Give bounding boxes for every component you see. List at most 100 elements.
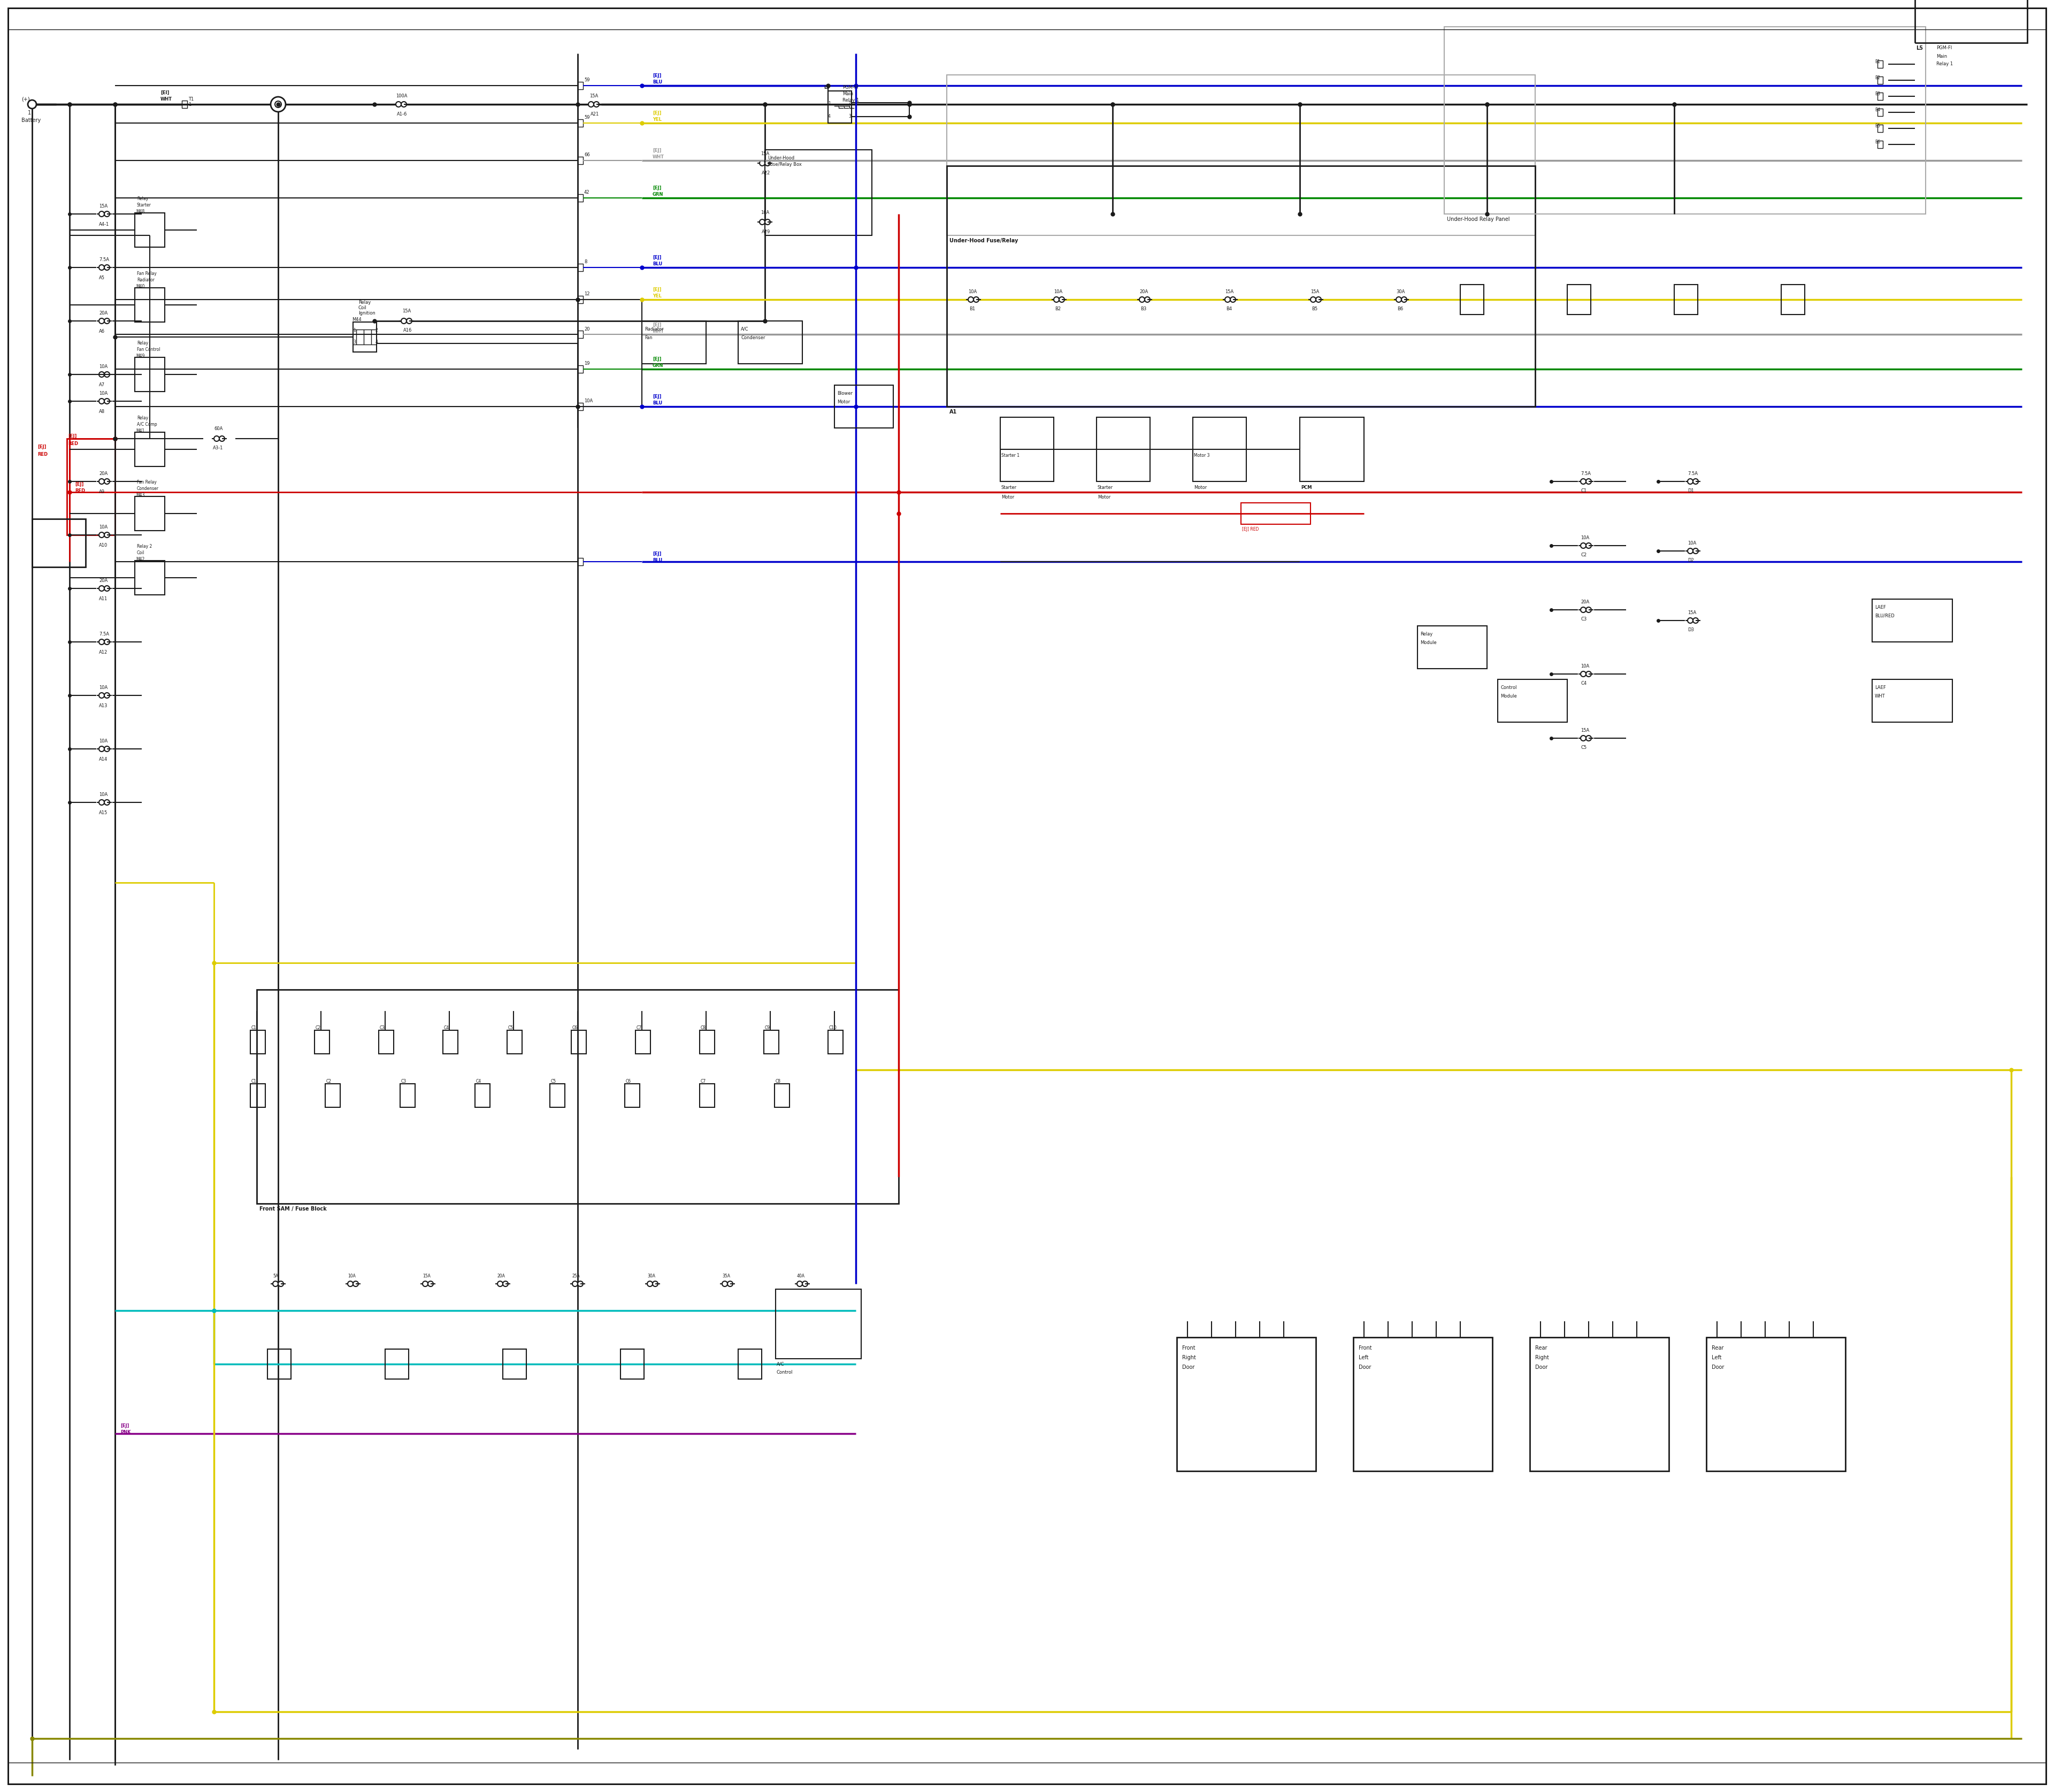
Circle shape bbox=[353, 1281, 357, 1287]
Circle shape bbox=[764, 161, 770, 167]
Text: 15A: 15A bbox=[423, 1274, 431, 1279]
Text: C3: C3 bbox=[380, 1025, 386, 1030]
Text: BLU: BLU bbox=[653, 262, 661, 267]
Text: Module: Module bbox=[1499, 694, 1516, 699]
Bar bbox=[737, 1349, 762, 1380]
Bar bbox=[776, 1288, 861, 1358]
Text: A/C Comp: A/C Comp bbox=[138, 423, 156, 426]
Text: 42: 42 bbox=[583, 190, 589, 195]
Text: Radiator: Radiator bbox=[138, 278, 154, 283]
Text: C4: C4 bbox=[1582, 681, 1586, 686]
Text: Starter: Starter bbox=[138, 202, 152, 208]
Circle shape bbox=[99, 211, 105, 217]
Circle shape bbox=[1586, 478, 1592, 484]
Text: GRN: GRN bbox=[653, 192, 663, 197]
Circle shape bbox=[396, 102, 401, 108]
Circle shape bbox=[1060, 297, 1064, 303]
Text: Coil: Coil bbox=[138, 550, 144, 556]
Text: Fan Relay: Fan Relay bbox=[138, 271, 156, 276]
Bar bbox=[136, 561, 164, 595]
Text: B6: B6 bbox=[1875, 140, 1879, 143]
Bar bbox=[1567, 285, 1590, 315]
Bar bbox=[737, 321, 803, 364]
Text: A8: A8 bbox=[99, 410, 105, 414]
Text: A3-1: A3-1 bbox=[214, 446, 224, 450]
Text: C8: C8 bbox=[700, 1025, 707, 1030]
Text: L5: L5 bbox=[824, 86, 830, 90]
Text: M44: M44 bbox=[351, 317, 362, 323]
Circle shape bbox=[647, 1281, 653, 1287]
Text: M48: M48 bbox=[136, 210, 144, 215]
Text: C1: C1 bbox=[251, 1025, 257, 1030]
Bar bbox=[577, 120, 583, 127]
Text: [EI]: [EI] bbox=[160, 90, 168, 95]
Text: 10A: 10A bbox=[760, 210, 770, 215]
Text: A/C: A/C bbox=[741, 326, 748, 332]
Text: [EJ]: [EJ] bbox=[653, 186, 661, 190]
Bar bbox=[1707, 1337, 1844, 1471]
Bar bbox=[764, 151, 871, 235]
Circle shape bbox=[99, 640, 105, 645]
Text: 100A: 100A bbox=[396, 93, 407, 99]
Circle shape bbox=[99, 398, 105, 403]
Bar bbox=[550, 1084, 565, 1107]
Bar bbox=[828, 91, 852, 124]
Circle shape bbox=[1401, 297, 1407, 303]
Text: 10A: 10A bbox=[99, 738, 107, 744]
Text: WHT: WHT bbox=[1875, 694, 1886, 699]
Text: M42: M42 bbox=[136, 557, 144, 563]
Bar bbox=[507, 1030, 522, 1054]
Circle shape bbox=[1317, 297, 1321, 303]
Text: Condenser: Condenser bbox=[138, 486, 158, 491]
Text: 59: 59 bbox=[583, 115, 589, 120]
Text: 7.5A: 7.5A bbox=[1582, 471, 1590, 477]
Circle shape bbox=[105, 371, 109, 376]
Text: 1: 1 bbox=[189, 102, 191, 108]
Text: Relay: Relay bbox=[138, 416, 148, 421]
Text: Relay: Relay bbox=[138, 340, 148, 346]
Bar bbox=[1530, 1337, 1668, 1471]
Circle shape bbox=[275, 100, 281, 108]
Text: B6: B6 bbox=[1397, 306, 1403, 312]
Circle shape bbox=[573, 1281, 577, 1287]
Bar bbox=[1177, 1337, 1317, 1471]
Circle shape bbox=[1224, 297, 1230, 303]
Text: 10A: 10A bbox=[1688, 541, 1697, 547]
Bar bbox=[1444, 27, 1927, 213]
Text: [EJ]: [EJ] bbox=[653, 111, 661, 116]
Text: 10A: 10A bbox=[99, 391, 107, 396]
Text: Left: Left bbox=[1711, 1355, 1721, 1360]
Circle shape bbox=[105, 586, 109, 591]
Bar bbox=[1354, 1337, 1493, 1471]
Bar bbox=[1097, 418, 1150, 482]
Text: 12: 12 bbox=[583, 292, 589, 297]
Text: C5: C5 bbox=[550, 1079, 557, 1084]
Circle shape bbox=[1310, 297, 1317, 303]
Bar bbox=[577, 330, 583, 339]
Bar bbox=[353, 323, 376, 351]
Bar bbox=[314, 1030, 329, 1054]
Text: Motor: Motor bbox=[1193, 486, 1208, 491]
Bar bbox=[136, 289, 164, 323]
Bar bbox=[325, 1084, 341, 1107]
Text: B2: B2 bbox=[1056, 306, 1060, 312]
Text: 4: 4 bbox=[376, 340, 378, 344]
Text: A15: A15 bbox=[99, 810, 107, 815]
Circle shape bbox=[967, 297, 974, 303]
Text: 20A: 20A bbox=[99, 312, 107, 315]
Text: [EJ]: [EJ] bbox=[653, 323, 661, 328]
Circle shape bbox=[99, 799, 105, 805]
Text: A22: A22 bbox=[762, 170, 770, 176]
Text: Door: Door bbox=[1711, 1364, 1723, 1369]
Text: 20A: 20A bbox=[1140, 290, 1148, 294]
Bar bbox=[257, 989, 900, 1204]
Circle shape bbox=[220, 435, 224, 441]
Text: 2: 2 bbox=[376, 328, 378, 333]
Circle shape bbox=[99, 478, 105, 484]
Text: Door: Door bbox=[1534, 1364, 1547, 1369]
Text: [EJ]: [EJ] bbox=[37, 444, 45, 450]
Text: A5: A5 bbox=[99, 276, 105, 281]
Text: Battery: Battery bbox=[21, 118, 41, 124]
Text: 20A: 20A bbox=[99, 579, 107, 584]
Text: Starter: Starter bbox=[1097, 486, 1113, 491]
